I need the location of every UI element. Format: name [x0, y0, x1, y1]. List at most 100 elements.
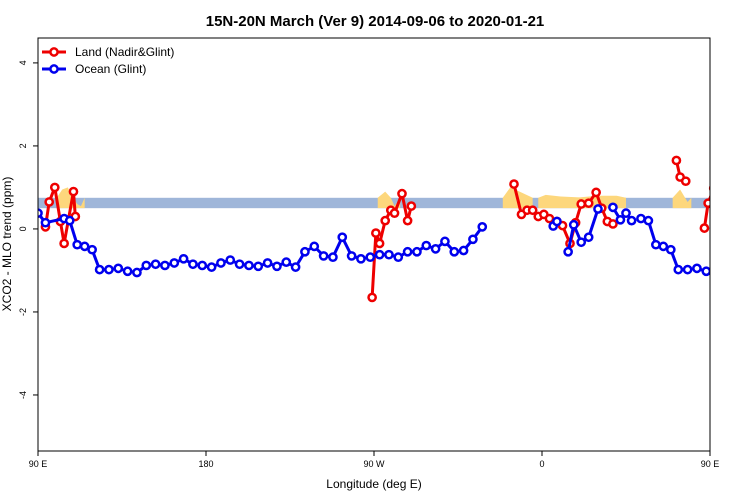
ocean-point-3-1	[615, 214, 626, 225]
ocean-point-3-0	[608, 202, 618, 213]
land-point-2-13	[591, 187, 601, 198]
legend-label-0: Land (Nadir&Glint)	[75, 45, 174, 59]
land-point-0-4	[59, 238, 69, 249]
topography-shape-4	[672, 189, 692, 209]
ocean-point-0-39	[393, 252, 404, 263]
ocean-point-4-2	[651, 239, 661, 250]
topography-shape-5	[727, 192, 736, 209]
land-point-2-0	[509, 179, 519, 189]
land-point-3-0	[671, 155, 682, 166]
ocean-point-0-6	[87, 244, 97, 255]
ocean-point-0-15	[169, 258, 180, 268]
ocean-point-0-34	[346, 251, 357, 261]
ocean-point-0-22	[234, 259, 245, 270]
ocean-point-0-20	[216, 258, 226, 268]
ocean-point-0-43	[430, 244, 441, 254]
ocean-point-4-11	[731, 261, 738, 268]
ocean-point-3-3	[626, 215, 637, 226]
legend-swatch-marker-1	[49, 64, 59, 74]
ocean-point-0-14	[160, 260, 170, 271]
ocean-point-0-21	[225, 255, 236, 265]
land-point-2-12	[583, 198, 594, 209]
ocean-point-0-12	[141, 260, 152, 271]
x-axis-label: Longitude (deg E)	[326, 477, 421, 491]
ocean-point-2-3	[583, 232, 594, 243]
topography-shape-0	[56, 187, 85, 209]
ocean-point-3-2	[621, 208, 631, 219]
ocean-point-0-45	[449, 246, 460, 257]
ocean-point-0-23	[244, 260, 254, 271]
land-point-1-8	[406, 201, 417, 211]
x-tick-label-3: 0	[539, 459, 544, 469]
ocean-point-0-26	[272, 261, 282, 272]
ocean-point-0-17	[188, 259, 198, 270]
ocean-point-0-25	[262, 258, 273, 268]
y-tick-label-4: 4	[18, 60, 28, 65]
land-point-0-1	[44, 197, 55, 207]
ocean-point-0-47	[468, 234, 478, 245]
land-point-4-0	[699, 223, 710, 233]
ocean-point-0-41	[412, 246, 422, 257]
y-tick-label-2: 0	[18, 226, 28, 231]
ocean-point-0-3	[64, 215, 75, 226]
land-point-1-5	[389, 208, 400, 219]
land-point-1-7	[402, 215, 413, 226]
reference-band	[38, 197, 710, 209]
ocean-point-0-32	[328, 252, 338, 263]
ocean-point-0-18	[197, 260, 208, 271]
land-point-1-0	[367, 292, 377, 303]
land-point-2-11	[576, 199, 587, 209]
land-point-0-5	[68, 186, 79, 197]
chart-title: 15N-20N March (Ver 9) 2014-09-06 to 2020…	[206, 13, 545, 30]
ocean-point-0-19	[206, 262, 217, 272]
land-point-4-2	[708, 185, 710, 192]
ocean-point-0-38	[384, 249, 394, 260]
land-point-2-16	[608, 219, 618, 229]
land-point-2-3	[527, 205, 538, 216]
ocean-point-0-27	[281, 257, 292, 267]
ocean-point-4-3	[658, 241, 669, 252]
ocean-point-0-7	[94, 264, 105, 275]
land-point-4-4	[719, 240, 726, 247]
land-point-3-2	[680, 176, 691, 187]
ocean-point-4-5	[673, 264, 684, 275]
x-tick-label-4: 90 E	[701, 459, 720, 469]
y-axis-label: XCO2 - MLO trend (ppm)	[0, 177, 14, 312]
ocean-point-4-7	[692, 263, 702, 274]
ocean-point-0-35	[356, 253, 366, 264]
x-tick-label-0: 90 E	[29, 459, 48, 469]
ocean-point-0-33	[337, 232, 348, 243]
legend-label-1: Ocean (Glint)	[75, 62, 146, 76]
ocean-point-0-42	[421, 240, 432, 251]
ocean-point-0-30	[309, 241, 320, 252]
land-point-1-3	[380, 215, 391, 226]
land-point-0-2	[49, 182, 60, 193]
ocean-point-0-1	[40, 217, 51, 228]
ocean-point-4-1	[643, 215, 654, 226]
ocean-point-4-8	[701, 266, 710, 277]
ocean-point-2-4	[593, 204, 603, 214]
ocean-point-0-5	[79, 241, 90, 252]
ocean-point-2-1	[568, 219, 579, 230]
ocean-point-0-16	[178, 253, 189, 264]
plot-area	[38, 155, 747, 303]
ocean-point-0-31	[318, 251, 329, 261]
ocean-point-4-4	[665, 244, 676, 255]
ocean-point-0-36	[365, 252, 376, 263]
x-tick-label-1: 180	[198, 459, 213, 469]
legend: Land (Nadir&Glint) Ocean (Glint)	[42, 45, 174, 76]
topography-shape-1	[377, 191, 401, 209]
ocean-point-0-24	[253, 261, 264, 272]
ocean-point-4-12	[740, 262, 747, 269]
ocean-point-0-9	[113, 263, 124, 274]
ocean-point-0-44	[440, 236, 450, 247]
ocean-point-0-46	[458, 245, 469, 256]
land-point-4-6	[731, 213, 738, 220]
ocean-point-4-6	[682, 264, 693, 275]
land-point-2-6	[544, 213, 555, 224]
ocean-point-0-8	[104, 264, 114, 275]
ocean-point-0-29	[300, 246, 310, 257]
ocean-point-0-13	[150, 259, 161, 270]
ocean-point-0-40	[402, 246, 413, 257]
